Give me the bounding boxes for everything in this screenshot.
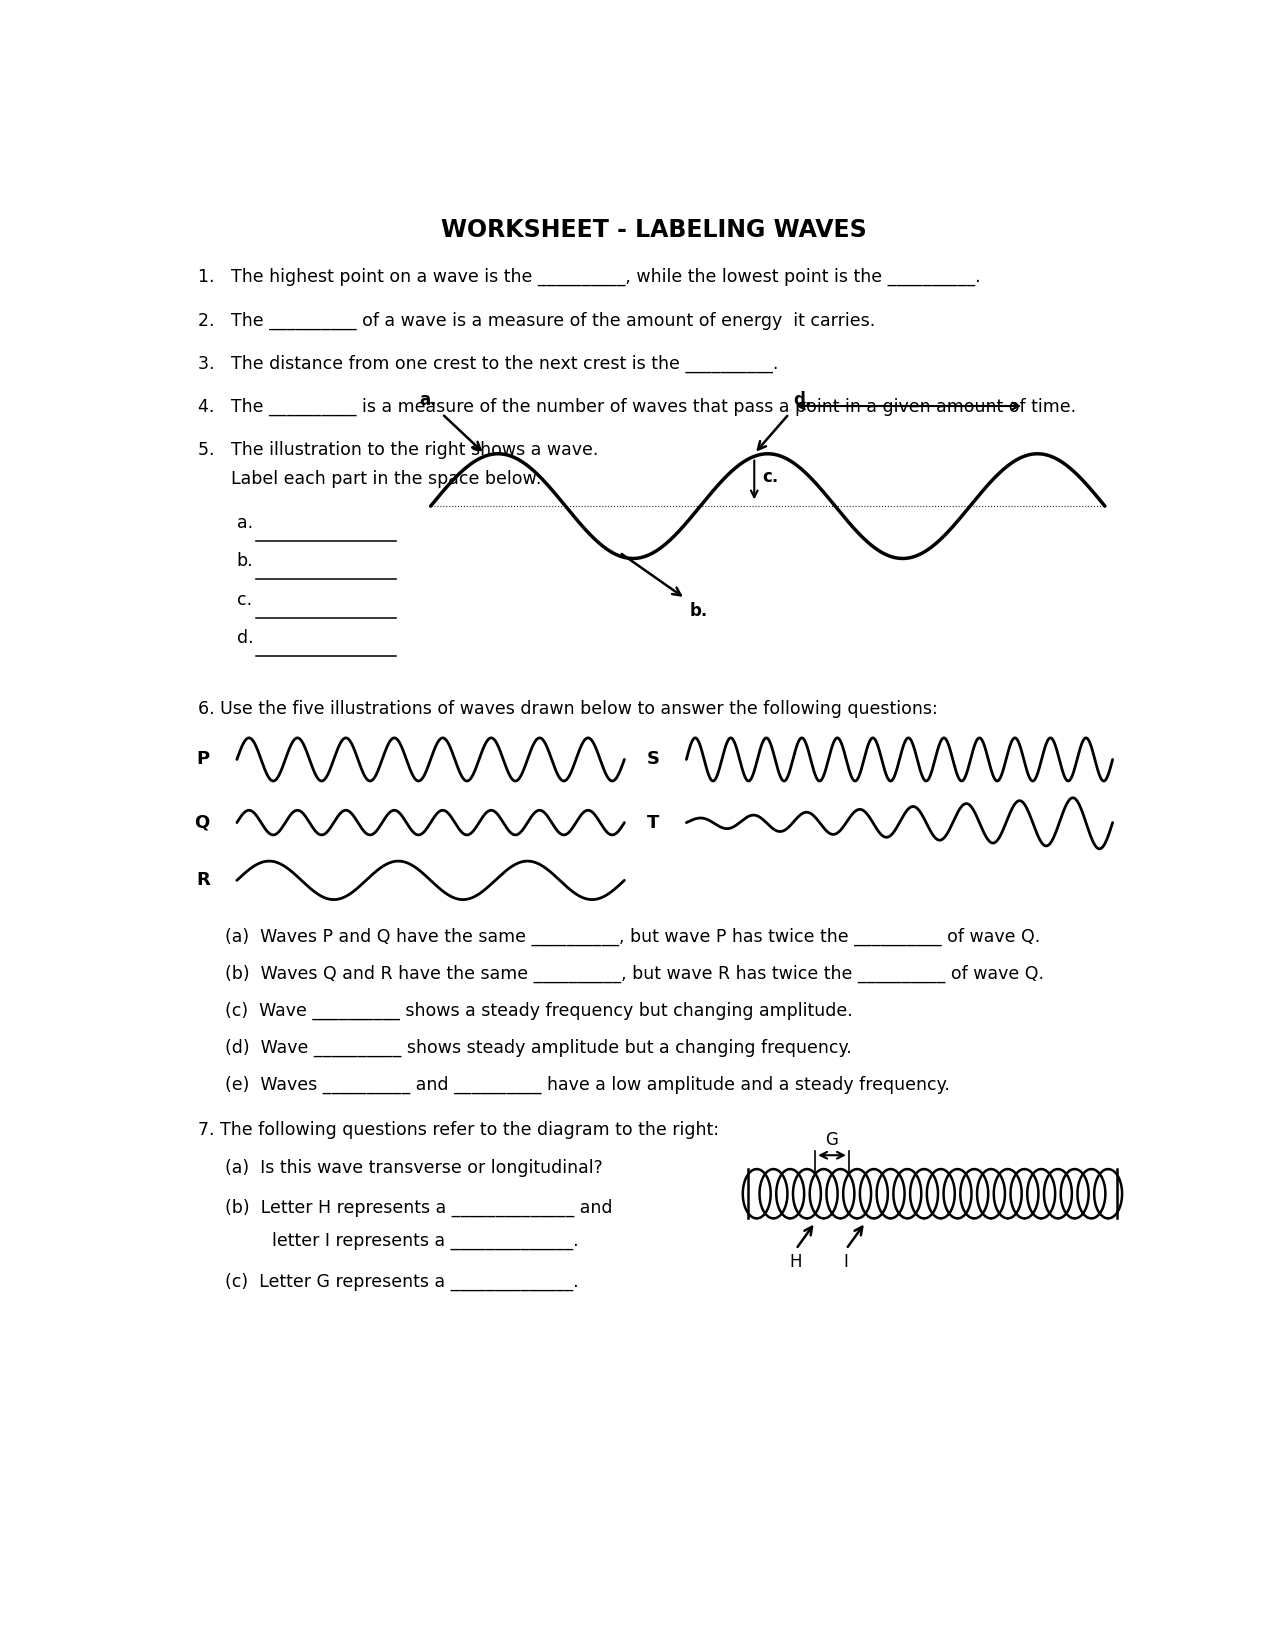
Text: I: I [844, 1253, 849, 1271]
Text: (a)  Waves P and Q have the same __________, but wave P has twice the __________: (a) Waves P and Q have the same ________… [226, 928, 1040, 946]
Text: d.: d. [793, 391, 811, 409]
Text: 6. Use the five illustrations of waves drawn below to answer the following quest: 6. Use the five illustrations of waves d… [198, 700, 938, 718]
Text: WORKSHEET - LABELING WAVES: WORKSHEET - LABELING WAVES [441, 218, 866, 243]
Text: (c)  Letter G represents a ______________.: (c) Letter G represents a ______________… [226, 1273, 579, 1291]
Text: 4.   The __________ is a measure of the number of waves that pass a point in a g: 4. The __________ is a measure of the nu… [198, 398, 1076, 416]
Text: 3.   The distance from one crest to the next crest is the __________.: 3. The distance from one crest to the ne… [198, 355, 779, 373]
Text: 7. The following questions refer to the diagram to the right:: 7. The following questions refer to the … [198, 1121, 719, 1139]
Text: 1.   The highest point on a wave is the __________, while the lowest point is th: 1. The highest point on a wave is the __… [198, 267, 980, 287]
Text: 2.   The __________ of a wave is a measure of the amount of energy  it carries.: 2. The __________ of a wave is a measure… [198, 312, 876, 330]
Text: Label each part in the space below:: Label each part in the space below: [198, 471, 542, 489]
Text: c.: c. [762, 469, 778, 487]
Text: G: G [826, 1131, 839, 1149]
Text: T: T [646, 814, 659, 832]
Text: a.: a. [419, 391, 436, 409]
Text: 5.   The illustration to the right shows a wave.: 5. The illustration to the right shows a… [198, 441, 598, 459]
Text: (e)  Waves __________ and __________ have a low amplitude and a steady frequency: (e) Waves __________ and __________ have… [226, 1076, 950, 1095]
Text: R: R [196, 872, 210, 890]
Text: a.: a. [237, 513, 252, 532]
Text: (c)  Wave __________ shows a steady frequency but changing amplitude.: (c) Wave __________ shows a steady frequ… [226, 1002, 853, 1020]
Text: d.: d. [237, 629, 254, 647]
Text: (b)  Waves Q and R have the same __________, but wave R has twice the __________: (b) Waves Q and R have the same ________… [226, 966, 1044, 984]
Text: P: P [196, 751, 210, 768]
Text: c.: c. [237, 591, 252, 609]
Text: b.: b. [690, 601, 708, 619]
Text: (a)  Is this wave transverse or longitudinal?: (a) Is this wave transverse or longitudi… [226, 1159, 603, 1177]
Text: b.: b. [237, 553, 254, 570]
Text: (d)  Wave __________ shows steady amplitude but a changing frequency.: (d) Wave __________ shows steady amplitu… [226, 1038, 852, 1057]
Text: Q: Q [195, 814, 210, 832]
Text: H: H [789, 1253, 802, 1271]
Text: letter I represents a ______________.: letter I represents a ______________. [240, 1232, 579, 1250]
Text: (b)  Letter H represents a ______________ and: (b) Letter H represents a ______________… [226, 1199, 613, 1217]
Text: S: S [646, 751, 659, 768]
